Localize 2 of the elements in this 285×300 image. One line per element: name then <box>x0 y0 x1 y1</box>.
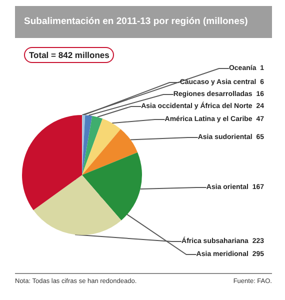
chart-title: Subalimentación en 2011-13 por región (millones) <box>15 6 272 38</box>
text: Total = 842 millones <box>24 47 114 63</box>
